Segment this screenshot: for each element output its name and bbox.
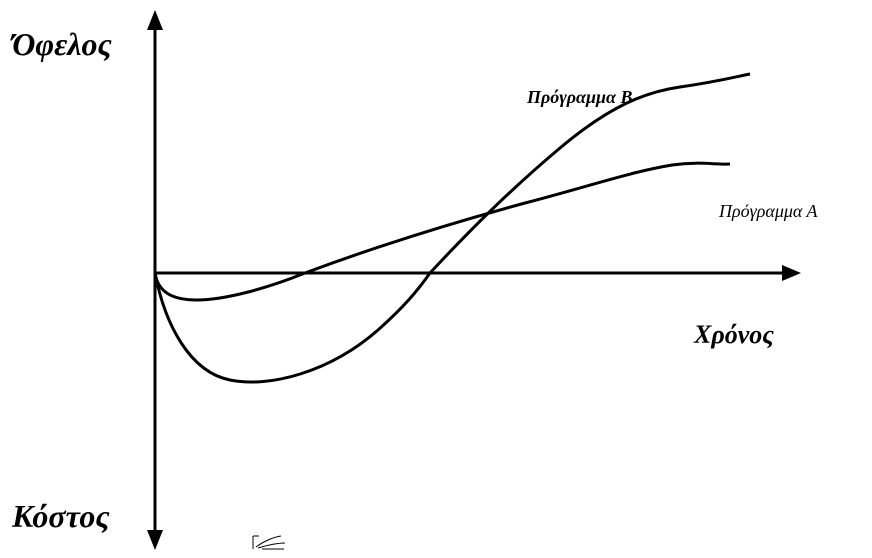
program-b-curve xyxy=(153,72,751,384)
benefit-label: Όφελος xyxy=(12,26,112,62)
cost-label: Κόστος xyxy=(12,498,110,534)
vertical-axis-arrow-up xyxy=(147,10,163,30)
vertical-axis-arrow-down xyxy=(147,530,163,550)
signature-mark xyxy=(252,535,286,550)
program-b-label: Πρόγραμμα Β xyxy=(527,87,633,107)
program-a-label: Πρόγραμμα Α xyxy=(719,201,818,221)
time-axis-arrow xyxy=(782,265,801,281)
time-label: Χρόνος xyxy=(694,320,774,349)
program-a-curve xyxy=(153,161,731,302)
